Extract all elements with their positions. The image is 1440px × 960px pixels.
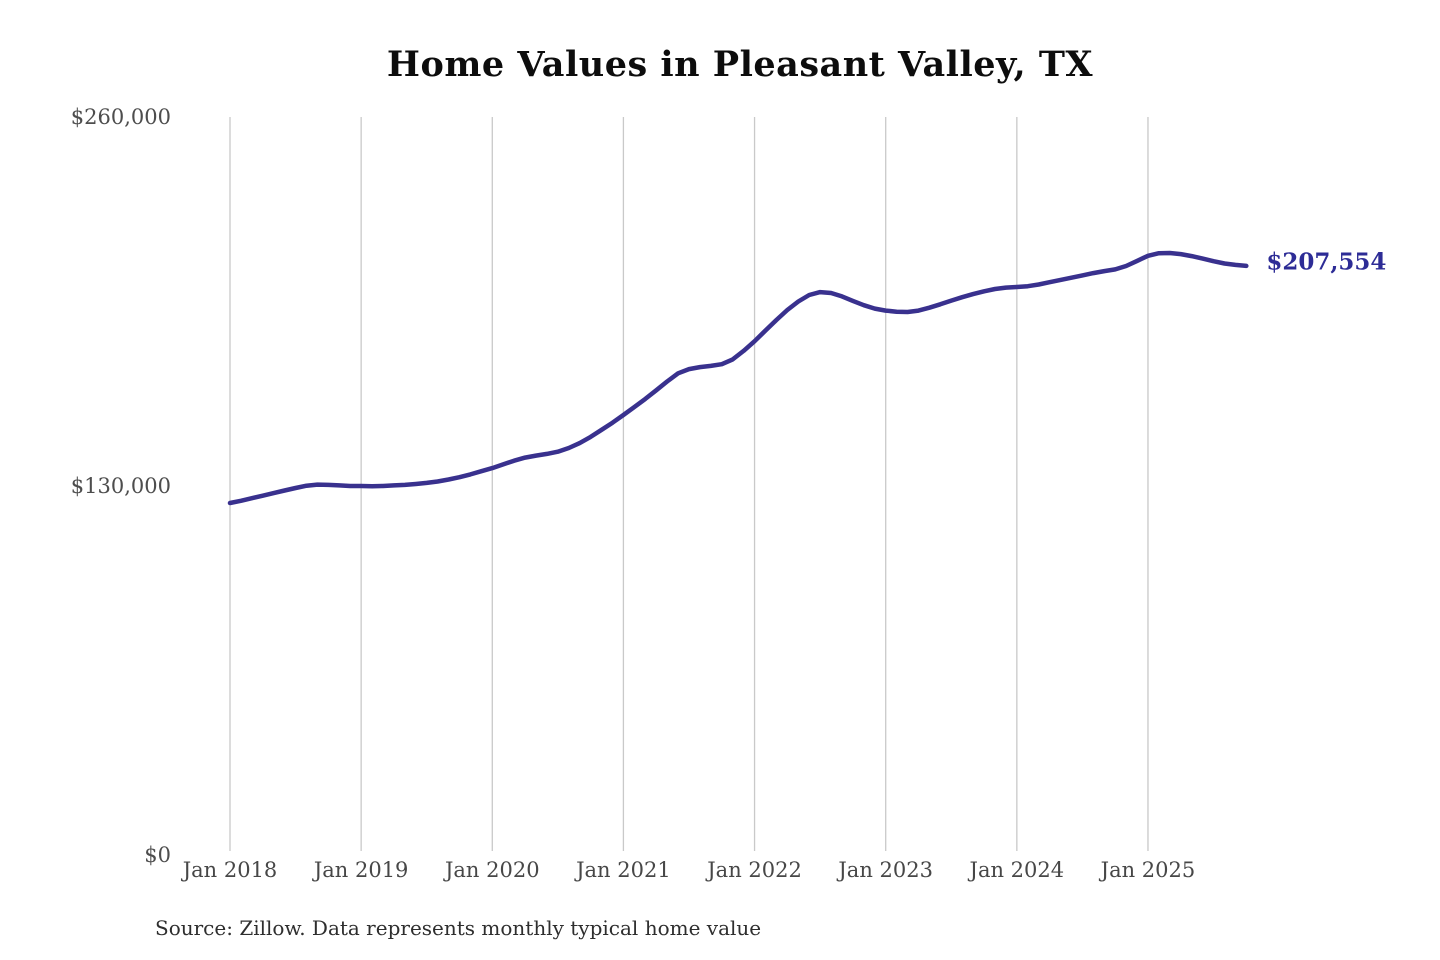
x-tick-label: Jan 2019 (313, 858, 409, 882)
x-tick-label: Jan 2022 (707, 858, 802, 882)
x-tick-label: Jan 2021 (576, 858, 671, 882)
x-tick-label: Jan 2024 (969, 858, 1065, 882)
x-tick-label: Jan 2023 (838, 858, 933, 882)
chart-title: Home Values in Pleasant Valley, TX (386, 44, 1094, 85)
y-tick-label: $260,000 (70, 105, 171, 129)
y-tick-label: $130,000 (70, 474, 171, 498)
latest-value-label: $207,554 (1266, 248, 1387, 276)
y-tick-label: $0 (144, 843, 171, 867)
x-tick-label: Jan 2018 (182, 858, 278, 882)
x-tick-label: Jan 2020 (444, 858, 540, 882)
x-tick-label: Jan 2025 (1100, 858, 1196, 882)
source-note: Source: Zillow. Data represents monthly … (155, 916, 762, 940)
value-line (227, 250, 1249, 506)
